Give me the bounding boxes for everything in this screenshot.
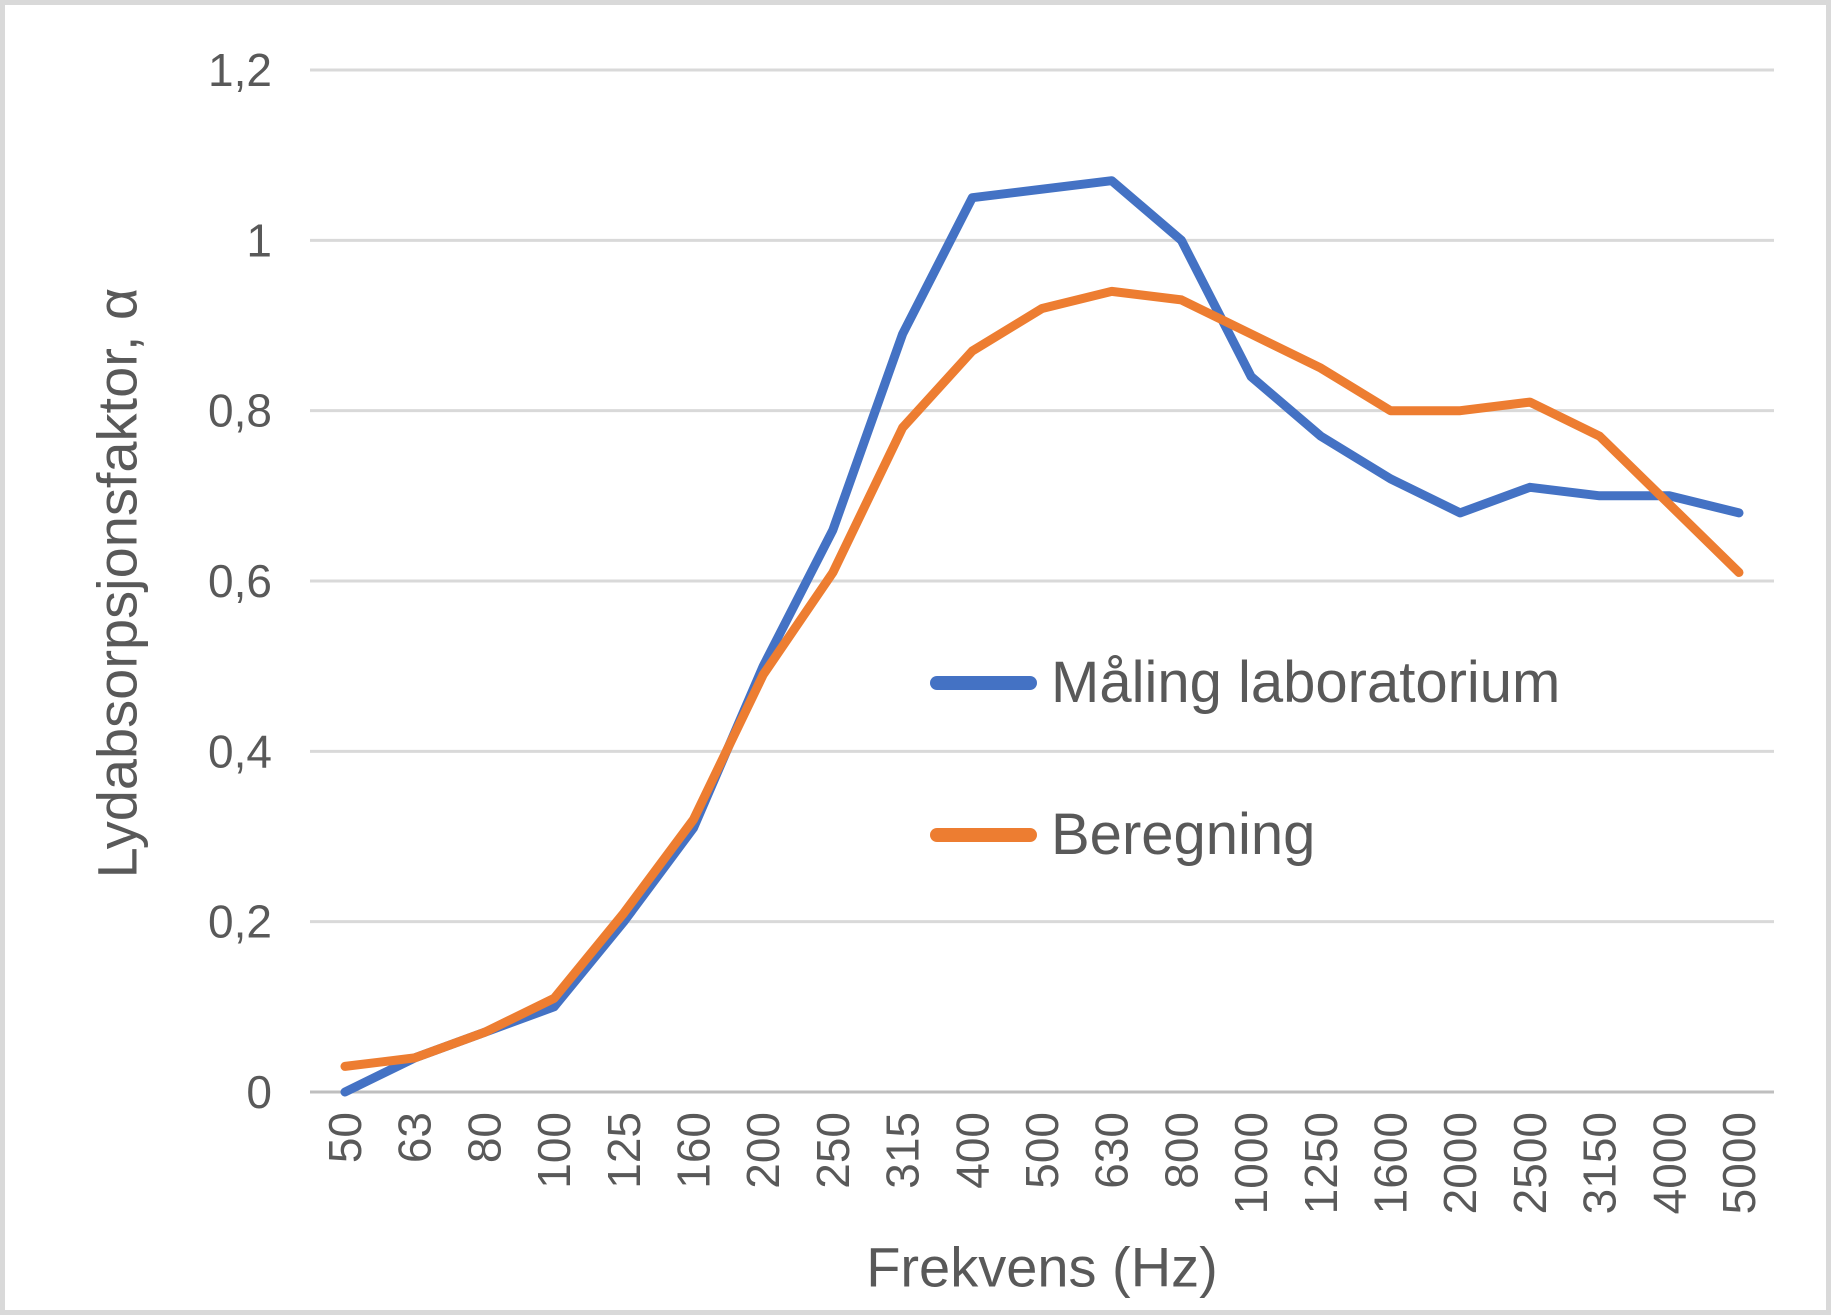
x-tick-label-1250: 1250 <box>1295 1112 1347 1214</box>
y-tick-label-0,4: 0,4 <box>208 725 272 777</box>
series-line-beregning <box>340 286 1744 1071</box>
series-line-maling-laboratorium <box>340 176 1744 1097</box>
x-tick-label-80: 80 <box>458 1112 510 1163</box>
y-axis-title: Lydabsorpsjonsfaktor, α <box>86 288 149 879</box>
x-tick-label-2000: 2000 <box>1434 1112 1486 1214</box>
x-tick-label-800: 800 <box>1155 1112 1207 1189</box>
x-tick-label-50: 50 <box>319 1112 371 1163</box>
y-tick-label-0,2: 0,2 <box>208 896 272 948</box>
x-tick-label-315: 315 <box>877 1112 929 1189</box>
x-tick-label-2500: 2500 <box>1504 1112 1556 1214</box>
x-axis-tick-labels: 50 63 80 100 125 160 200 250 315 400 500 630 800 1000… <box>319 1112 1765 1214</box>
x-tick-label-4000: 4000 <box>1643 1112 1695 1214</box>
x-tick-label-160: 160 <box>668 1112 720 1189</box>
x-tick-label-200: 200 <box>737 1112 789 1189</box>
gridlines <box>310 68 1774 1094</box>
plot-area: 0 0,2 0,4 0,6 0,8 1 1,2 50 63 80 100 125 160 200 250 3… <box>86 44 1774 1299</box>
y-tick-label-0,8: 0,8 <box>208 385 272 437</box>
x-tick-label-400: 400 <box>946 1112 998 1189</box>
x-axis-title: Frekvens (Hz) <box>866 1236 1218 1299</box>
y-axis-tick-labels: 0 0,2 0,4 0,6 0,8 1 1,2 <box>208 44 272 1118</box>
x-tick-label-1600: 1600 <box>1365 1112 1417 1214</box>
x-tick-label-250: 250 <box>807 1112 859 1189</box>
x-tick-label-125: 125 <box>598 1112 650 1189</box>
y-tick-label-1: 1 <box>246 214 272 266</box>
x-tick-label-5000: 5000 <box>1713 1112 1765 1214</box>
x-tick-label-3150: 3150 <box>1574 1112 1626 1214</box>
series-lines <box>340 176 1744 1097</box>
y-tick-label-0: 0 <box>246 1066 272 1118</box>
x-tick-label-1000: 1000 <box>1225 1112 1277 1214</box>
y-tick-label-1,2: 1,2 <box>208 44 272 96</box>
x-tick-label-500: 500 <box>1016 1112 1068 1189</box>
x-tick-label-63: 63 <box>389 1112 441 1163</box>
x-tick-label-630: 630 <box>1086 1112 1138 1189</box>
y-tick-label-0,6: 0,6 <box>208 555 272 607</box>
x-tick-label-100: 100 <box>528 1112 580 1189</box>
